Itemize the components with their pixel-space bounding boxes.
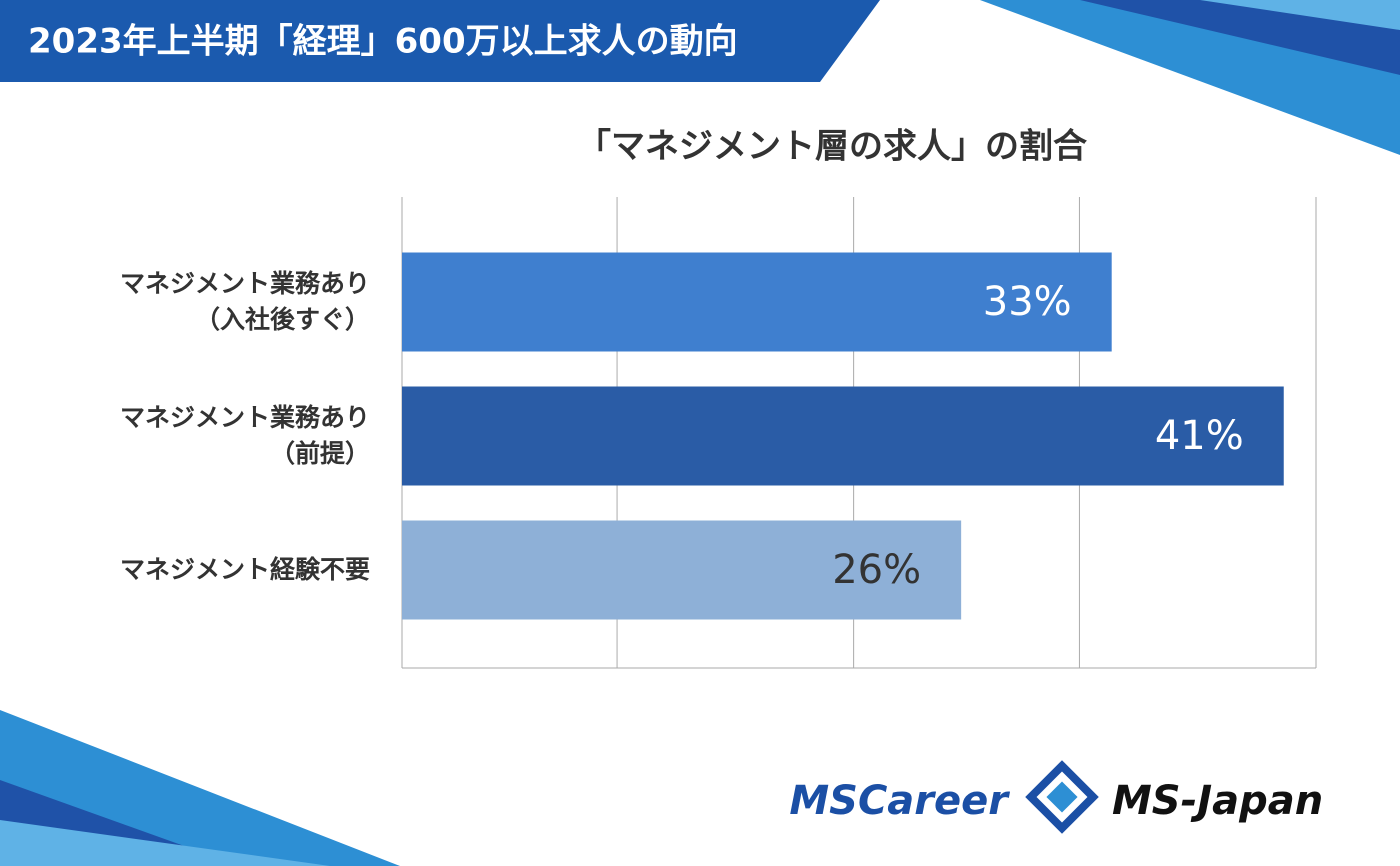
decor bbox=[1080, 0, 1400, 75]
y-tick-label: マネジメント業務あり （前提） bbox=[119, 403, 370, 468]
decor bbox=[1200, 0, 1400, 30]
decor bbox=[0, 820, 330, 866]
logo-icon bbox=[1025, 760, 1099, 834]
bar bbox=[402, 386, 1284, 486]
chart-title: 「マネジメント層の求人」の割合 bbox=[577, 127, 1087, 167]
value-label: 33% bbox=[983, 279, 1072, 325]
logo: MS-Japan bbox=[1112, 778, 1323, 824]
value-label: 26% bbox=[832, 547, 921, 593]
banner-title: 2023年上半期「経理」600万以上求人の動向 bbox=[28, 22, 738, 62]
bar bbox=[402, 520, 962, 620]
y-tick-label: マネジメント経験不要 bbox=[119, 555, 370, 584]
logo: MSCareer bbox=[789, 778, 1010, 824]
plot: 33% 41% 26% bbox=[401, 197, 1317, 669]
banner-bg bbox=[0, 0, 880, 82]
value-label: 41% bbox=[1155, 413, 1244, 459]
y-tick-label: マネジメント業務あり （入社後すぐ） bbox=[119, 269, 370, 334]
bar bbox=[402, 252, 1112, 352]
